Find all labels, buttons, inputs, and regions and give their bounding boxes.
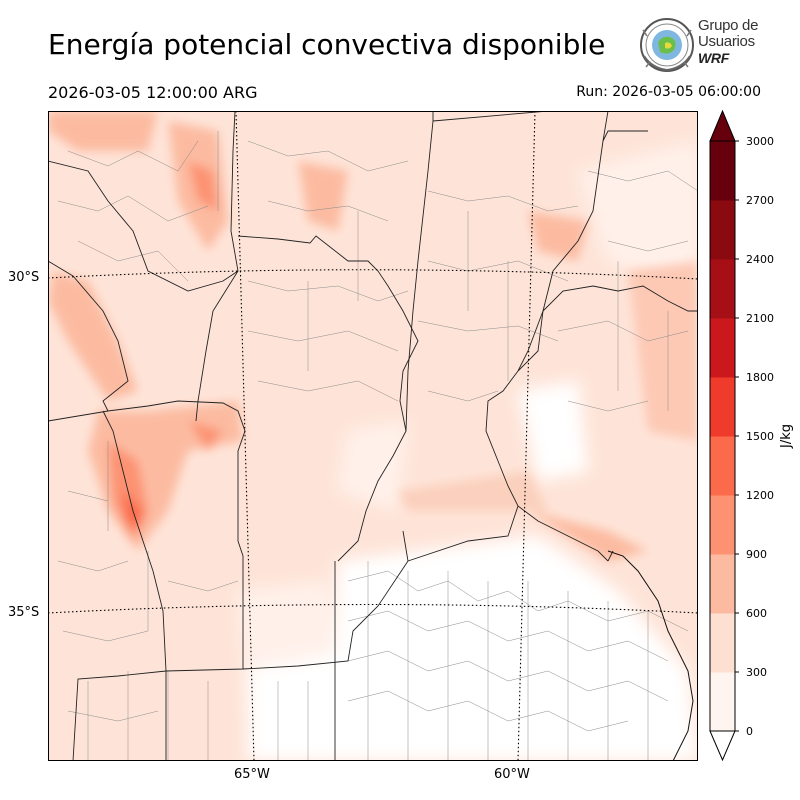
colorbar-tick-label: 300: [746, 666, 767, 679]
colorbar-extend-min: [709, 730, 736, 762]
colorbar-bin: [710, 259, 735, 319]
cape-map: [48, 111, 698, 761]
colorbar-tick-label: 1800: [746, 371, 774, 384]
logo-text: Grupo de Usuarios WRF: [698, 17, 759, 67]
colorbar-extend-max: [709, 110, 736, 142]
colorbar-tick-label: 3000: [746, 135, 774, 148]
colorbar-tick-label: 0: [746, 725, 753, 738]
colorbar-tick-label: 600: [746, 607, 767, 620]
map-title: Energía potencial convectiva disponible: [48, 28, 606, 61]
colorbar-tick-label: 1500: [746, 430, 774, 443]
colorbar-tick-label: 1200: [746, 489, 774, 502]
colorbar-unit-label: J/kg: [779, 424, 794, 449]
colorbar-bin: [710, 436, 735, 496]
colorbar-bin: [710, 200, 735, 260]
colorbar-tick-label: 900: [746, 548, 767, 561]
colorbar-bin: [710, 613, 735, 673]
map-frame: [48, 111, 698, 761]
colorbar-tick-label: 2100: [746, 312, 774, 325]
colorbar-tick-label: 2700: [746, 194, 774, 207]
colorbar-bin: [710, 377, 735, 437]
colorbar: 0 300 600 900 1200 1500 1800 2100 2400 2700 3000 J/…: [709, 110, 794, 762]
run-time: Run: 2026-03-05 06:00:00: [576, 84, 761, 100]
colorbar-bin: [710, 495, 735, 555]
colorbar-bin: [710, 672, 735, 732]
lat-label-30s: 30°S: [8, 270, 40, 285]
lon-label-60w: 60°W: [494, 767, 530, 782]
lon-label-65w: 65°W: [234, 767, 270, 782]
globe-seal-icon: [640, 18, 694, 72]
lat-label-35s: 35°S: [8, 605, 40, 620]
colorbar-bin: [710, 554, 735, 614]
coastline: [607, 550, 694, 761]
grupo-usuarios-wrf-logo: Grupo de Usuarios WRF: [638, 16, 768, 74]
province-boundaries: [48, 111, 698, 761]
department-boundaries: [57, 131, 698, 761]
graticule: [48, 111, 698, 761]
colorbar-tick-label: 2400: [746, 253, 774, 266]
colorbar-bin: [710, 318, 735, 378]
valid-time: 2026-03-05 12:00:00 ARG: [48, 83, 258, 102]
colorbar-bin: [710, 141, 735, 201]
